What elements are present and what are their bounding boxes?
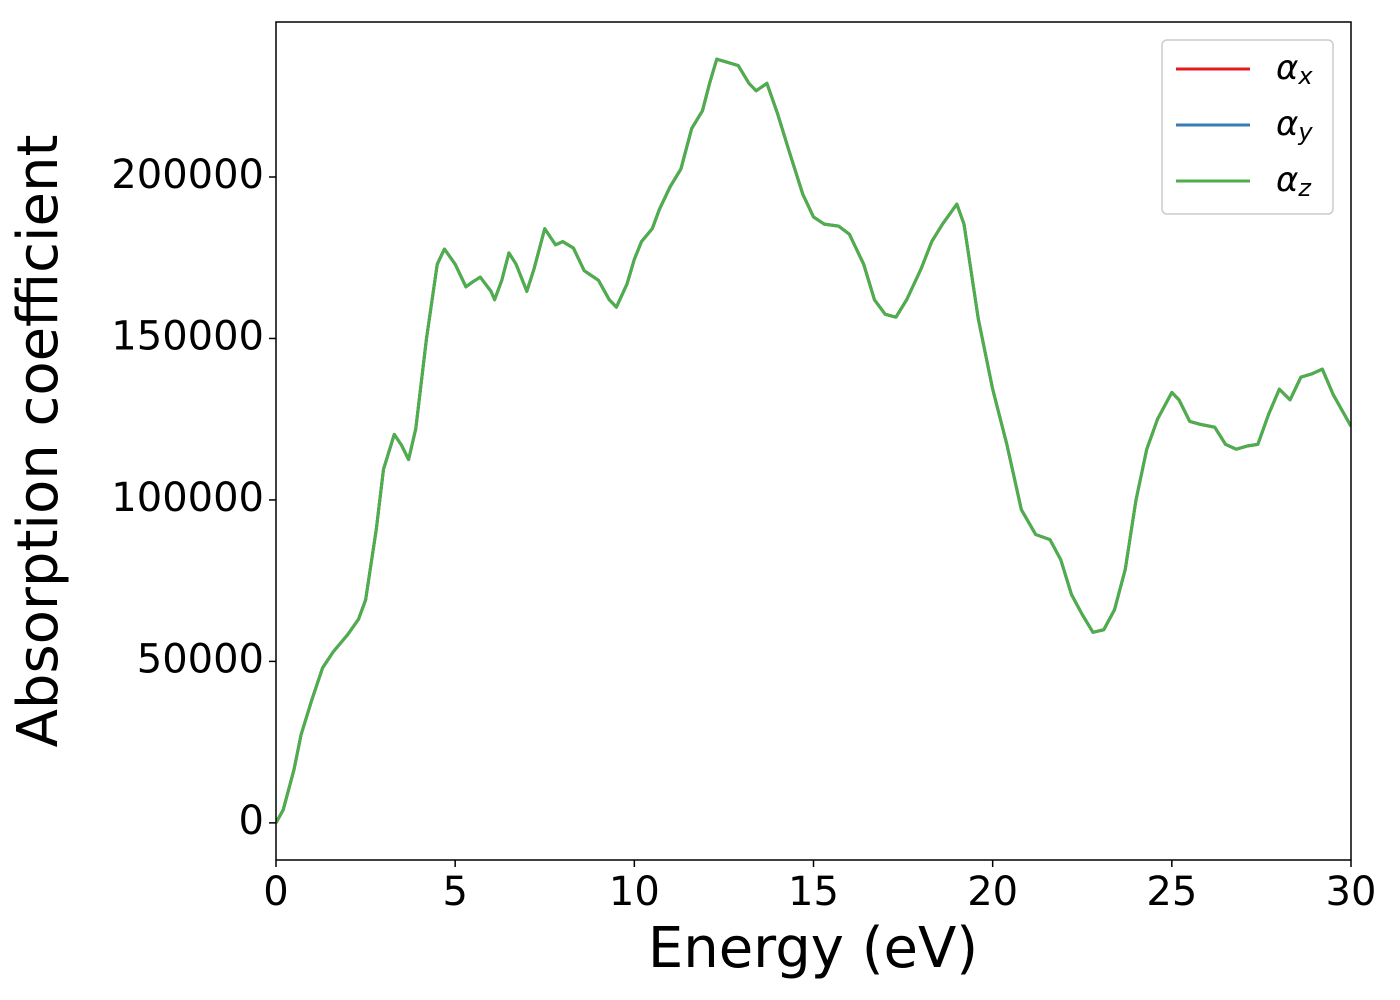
y-tick-label: 0	[239, 798, 264, 844]
legend-label: αx	[1276, 48, 1313, 91]
x-tick-label: 30	[1326, 869, 1377, 915]
x-tick-label: 20	[967, 869, 1018, 915]
x-tick-label: 25	[1146, 869, 1197, 915]
legend-label: αz	[1276, 160, 1312, 203]
y-tick-label: 50000	[137, 636, 264, 682]
x-tick-label: 0	[263, 869, 288, 915]
x-axis-label: Energy (eV)	[648, 916, 978, 981]
y-axis-label: Absorption coefficient	[6, 135, 71, 748]
x-tick-label: 15	[788, 869, 839, 915]
x-tick-label: 5	[442, 869, 467, 915]
x-tick-label: 10	[609, 869, 660, 915]
y-tick-label: 150000	[111, 313, 264, 359]
y-tick-label: 100000	[111, 475, 264, 521]
legend-label: αy	[1276, 104, 1313, 147]
line	[276, 57, 1351, 824]
y-tick-label: 200000	[111, 152, 264, 198]
plot-frame	[275, 21, 1352, 861]
legend-box	[1161, 39, 1334, 215]
